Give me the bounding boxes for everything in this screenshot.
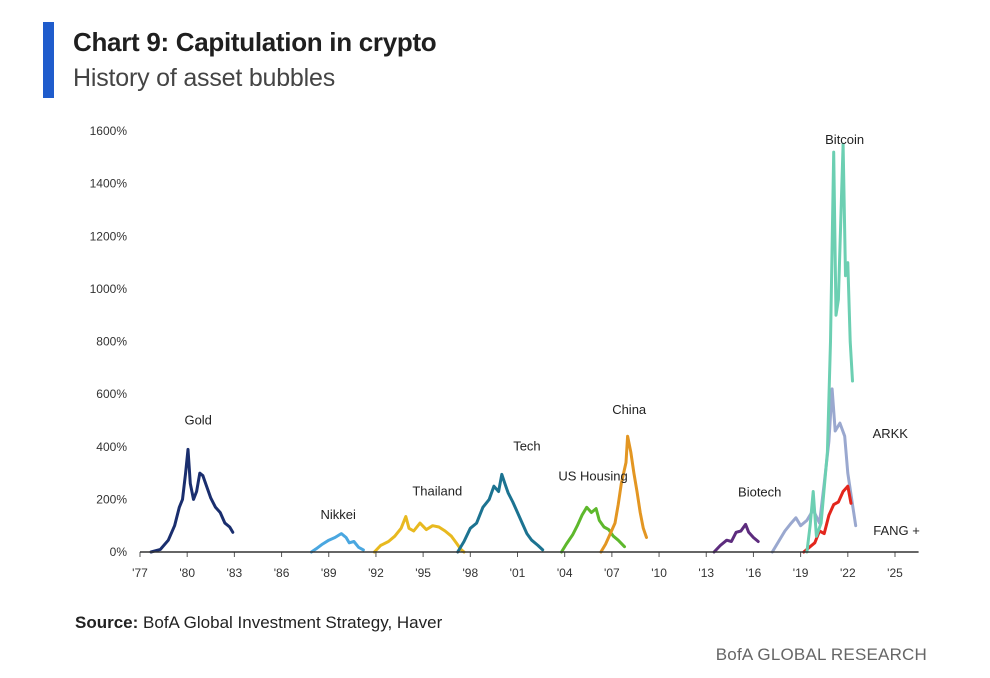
series-label-nikkei: Nikkei (320, 507, 356, 522)
series-line-china (599, 434, 648, 554)
series-label-china: China (612, 402, 647, 417)
source-note: Source: BofA Global Investment Strategy,… (75, 613, 442, 633)
series-label-arkk: ARKK (873, 426, 909, 441)
series-line-bitcoin (805, 142, 854, 554)
series-line-tech (456, 472, 545, 554)
x-tick-label: '89 (321, 566, 337, 580)
chart-title: Chart 9: Capitulation in crypto (73, 27, 437, 57)
x-axis-ticks: '77 '80 '83 '86 '89 '92 '95 '98 '01 '04 '07 '10 '13 '… (132, 552, 903, 580)
x-tick-label: '77 (132, 566, 148, 580)
y-tick-label: 400% (96, 440, 127, 454)
series-label-biotech: Biotech (738, 485, 781, 500)
y-tick-label: 1600% (90, 124, 128, 138)
series-lines (149, 142, 858, 554)
x-tick-label: '07 (604, 566, 620, 580)
y-tick-label: 0% (110, 545, 128, 559)
series-labels: Gold Nikkei Thailand Tech US Housing China Bio… (184, 132, 919, 538)
x-tick-label: '80 (179, 566, 195, 580)
chart-subtitle: History of asset bubbles (73, 64, 335, 92)
source-label: Source: (75, 613, 139, 632)
x-tick-label: '10 (651, 566, 667, 580)
x-tick-label: '95 (415, 566, 431, 580)
x-tick-label: '25 (887, 566, 903, 580)
brand-footer: BofA GLOBAL RESEARCH (715, 645, 927, 664)
series-line-gold (149, 447, 235, 554)
series-line-nikkei (309, 532, 365, 554)
x-tick-label: '01 (510, 566, 526, 580)
series-label-fang: FANG + (873, 523, 920, 538)
series-line-biotech (712, 522, 760, 554)
series-line-us-housing (560, 505, 626, 554)
y-tick-label: 1400% (90, 177, 128, 191)
series-label-tech: Tech (513, 439, 540, 454)
x-tick-label: '13 (698, 566, 714, 580)
x-tick-label: '92 (368, 566, 384, 580)
y-axis-ticks: 0% 200% 400% 600% 800% 1000% 1200% 1400% 1600% (90, 124, 128, 559)
y-tick-label: 200% (96, 492, 127, 506)
y-tick-label: 1200% (90, 229, 128, 243)
x-tick-label: '19 (793, 566, 809, 580)
y-tick-label: 800% (96, 335, 127, 349)
x-tick-label: '83 (227, 566, 243, 580)
x-tick-label: '04 (557, 566, 573, 580)
series-label-thailand: Thailand (412, 483, 462, 498)
x-tick-label: '98 (462, 566, 478, 580)
series-label-bitcoin: Bitcoin (825, 132, 864, 147)
source-text: BofA Global Investment Strategy, Haver (143, 613, 443, 632)
x-tick-label: '86 (274, 566, 290, 580)
x-tick-label: '22 (840, 566, 856, 580)
y-tick-label: 1000% (90, 282, 128, 296)
y-tick-label: 600% (96, 387, 127, 401)
x-tick-label: '16 (746, 566, 762, 580)
series-label-us-housing: US Housing (558, 468, 627, 483)
accent-bar (43, 22, 54, 98)
series-line-fang (802, 484, 853, 554)
series-line-thailand (372, 515, 466, 554)
series-line-arkk (770, 387, 858, 554)
series-label-gold: Gold (184, 412, 211, 427)
